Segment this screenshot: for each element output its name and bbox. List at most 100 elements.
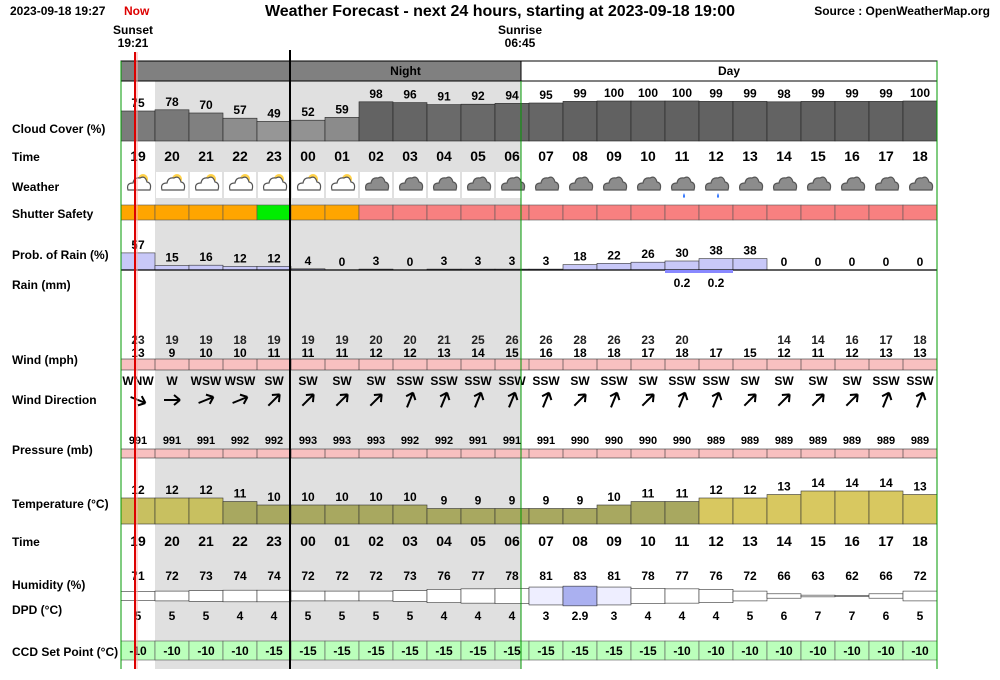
- humidity-value: 72: [369, 569, 383, 583]
- hour-label: 14: [776, 533, 792, 549]
- dpd-value: 3: [543, 609, 550, 623]
- temperature-value: 14: [811, 476, 825, 490]
- wind-arrow-head: [747, 393, 757, 403]
- source-credit: Source : OpenWeatherMap.org: [814, 4, 990, 18]
- prob-rain-bar: [120, 252, 156, 271]
- partly-cloudy-night-icon: [122, 172, 154, 198]
- cloud-cover-value: 78: [165, 95, 179, 109]
- wind-gust-value: 19: [199, 333, 213, 347]
- wind-arrow-head: [609, 391, 621, 401]
- shutter-safety-cell: [154, 204, 190, 221]
- shutter-safety-cell: [800, 204, 836, 221]
- hour-label: 06: [504, 148, 520, 164]
- hour-label: 22: [232, 148, 248, 164]
- hour-label: 23: [266, 533, 282, 549]
- temperature-value: 11: [642, 487, 655, 501]
- wind-speed-value: 18: [607, 346, 621, 360]
- cloud-shape: [636, 176, 662, 191]
- cloud-shape: [330, 176, 356, 191]
- cloud-cover-bar: [630, 100, 666, 142]
- wind-arrow-shaft: [267, 393, 281, 407]
- cloud-shape: [432, 176, 458, 191]
- dpd-value: 4: [679, 609, 686, 623]
- time-bottom-label: Time: [12, 535, 40, 549]
- hour-label: 20: [164, 148, 180, 164]
- wind-speed-value: 12: [369, 346, 383, 360]
- wind-speed-value: 15: [743, 346, 757, 360]
- hour-label: 00: [300, 533, 316, 549]
- hour-label: 20: [164, 533, 180, 549]
- pressure-value: 992: [265, 435, 283, 447]
- wind-speed-value: 12: [403, 346, 417, 360]
- cloud-cover-bar: [426, 104, 462, 142]
- hour-label: 16: [844, 533, 860, 549]
- wind-gust-value: 26: [607, 333, 621, 347]
- hour-label: 03: [402, 533, 418, 549]
- cloud-icon: [496, 172, 528, 198]
- prob-rain-bar: [630, 261, 666, 271]
- wind-direction-value: SW: [570, 374, 590, 388]
- temperature-value: 9: [441, 494, 448, 508]
- rain-drop: [717, 193, 719, 198]
- humidity-bar: [222, 589, 258, 603]
- temperature-value: 14: [845, 476, 859, 490]
- shutter-safety-label: Shutter Safety: [12, 207, 94, 221]
- dpd-value: 5: [169, 609, 176, 623]
- cloud-cover-bar: [358, 101, 394, 142]
- temperature-bar: [120, 497, 156, 525]
- humidity-value: 74: [267, 569, 281, 583]
- humidity-value: 78: [641, 569, 655, 583]
- prob-rain-bar: [562, 264, 598, 271]
- wind-gust-value: 18: [233, 333, 247, 347]
- wind-gust-value: 17: [879, 333, 893, 347]
- shutter-safety-cell: [290, 204, 326, 221]
- dpd-value: 6: [883, 609, 890, 623]
- day-label: Day: [718, 64, 740, 78]
- cloud-shape: [840, 176, 866, 191]
- wind-direction-value: SW: [332, 374, 352, 388]
- cloud-cover-bar: [698, 101, 734, 142]
- wind-speed-value: 18: [675, 346, 689, 360]
- cloud-shape: [704, 176, 730, 191]
- wind-arrow-icon: [573, 393, 587, 407]
- temperature-value: 12: [709, 483, 723, 497]
- wind-label: Wind (mph): [12, 353, 78, 367]
- wind-direction-value: SSW: [430, 374, 458, 388]
- wind-arrow-shaft: [573, 393, 587, 407]
- ccd-set-point-value: -10: [775, 644, 793, 658]
- hour-label: 04: [436, 533, 452, 549]
- prob-rain-value: 4: [305, 254, 312, 268]
- dpd-value: 4: [713, 609, 720, 623]
- partly-cloudy-night-icon: [156, 172, 188, 198]
- rain-bar: [699, 270, 733, 273]
- wind-arrow-icon: [541, 391, 553, 408]
- wind-arrow-shaft: [369, 393, 383, 407]
- temperature-bar: [324, 504, 360, 525]
- wind-arrow-shaft: [542, 392, 550, 408]
- humidity-value: 83: [573, 569, 587, 583]
- cloud-cover-value: 95: [539, 88, 553, 102]
- wind-speed-value: 11: [302, 346, 315, 360]
- cloud-cover-value: 99: [743, 86, 757, 100]
- temperature-bar: [358, 504, 394, 525]
- wind-arrow-head: [677, 391, 689, 401]
- prob-rain-value: 3: [441, 254, 448, 268]
- wind-speed-value: 13: [131, 346, 145, 360]
- dpd-value: 4: [645, 609, 652, 623]
- hour-label: 04: [436, 148, 452, 164]
- temperature-bar: [460, 508, 496, 525]
- temperature-bar: [392, 504, 428, 525]
- hour-label: 18: [912, 148, 928, 164]
- humidity-value: 77: [471, 569, 485, 583]
- humidity-bar: [766, 593, 802, 599]
- cloud-icon: [904, 172, 936, 198]
- humidity-bar: [834, 595, 870, 597]
- cloud-cover-value: 100: [604, 86, 624, 100]
- temperature-value: 10: [607, 490, 621, 504]
- shutter-safety-cell: [868, 204, 904, 221]
- cloud-cover-value: 99: [709, 86, 723, 100]
- wind-arrow-icon: [641, 393, 655, 407]
- wind-arrow-head: [339, 393, 349, 403]
- temperature-value: 12: [165, 483, 179, 497]
